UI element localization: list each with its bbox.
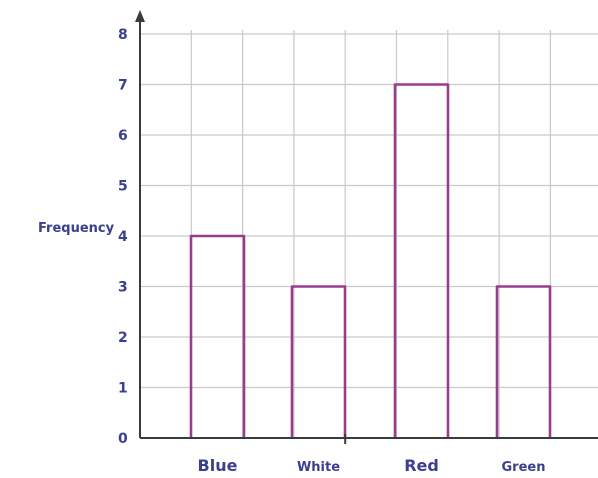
y-tick-label: 0 — [118, 431, 128, 447]
y-tick-label: 7 — [118, 78, 128, 94]
y-axis-title: Frequency — [38, 221, 115, 236]
bars — [189, 83, 552, 438]
y-tick-label: 1 — [118, 381, 128, 397]
axes — [135, 10, 598, 444]
bar-green — [495, 285, 552, 438]
x-category-label: Green — [502, 460, 546, 475]
x-category-label: White — [297, 460, 340, 475]
y-tick-label: 4 — [118, 229, 128, 245]
bar-blue — [189, 234, 246, 438]
y-tick-label: 2 — [118, 330, 128, 346]
grid-lines — [140, 30, 598, 438]
x-category-label: Blue — [198, 456, 238, 475]
y-tick-label: 8 — [118, 27, 128, 43]
bar-red — [393, 83, 450, 438]
y-tick-label: 3 — [118, 280, 128, 296]
y-tick-labels: 0 1 2 3 4 5 6 7 8 — [118, 27, 128, 447]
y-tick-label: 5 — [118, 179, 128, 195]
y-axis-arrow-icon — [135, 10, 145, 22]
y-tick-label: 6 — [118, 128, 128, 144]
x-category-labels: Blue White Red Green — [198, 456, 546, 475]
x-category-label: Red — [404, 456, 439, 475]
bar-white — [290, 285, 347, 438]
